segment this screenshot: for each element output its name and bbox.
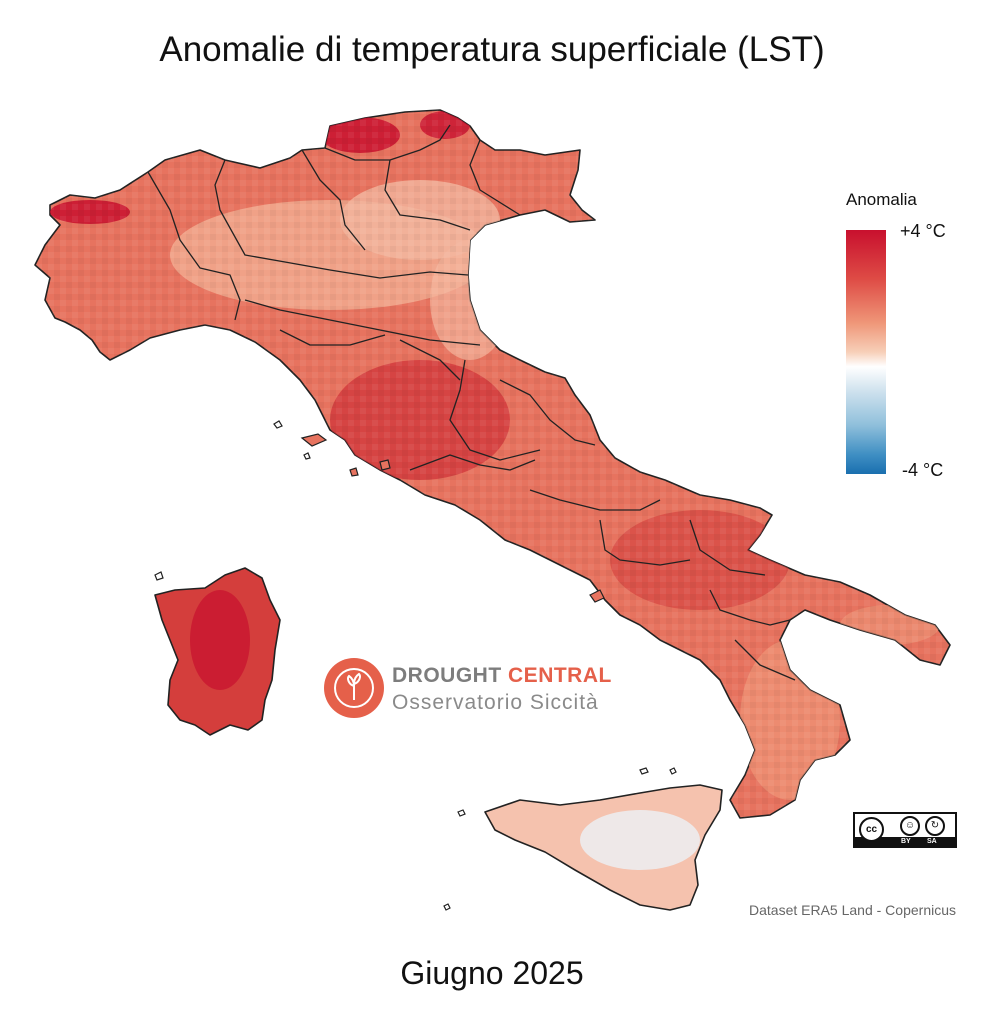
logo-emblem-ring bbox=[334, 668, 374, 708]
sa-icon: ↻ bbox=[925, 816, 945, 836]
map-subtitle: Giugno 2025 bbox=[400, 955, 584, 991]
cc-by-sa-badge: cc ☺ ↻ BY SA bbox=[853, 812, 957, 848]
by-icon: ☺ bbox=[900, 816, 920, 836]
island-outlines bbox=[154, 420, 677, 911]
sa-label: SA bbox=[927, 838, 937, 845]
legend-color-bar bbox=[846, 230, 886, 474]
sardinia-hot-core bbox=[190, 590, 250, 690]
logo-tagline: Osservatorio Siccità bbox=[392, 691, 599, 714]
drought-central-logo: DROUGHT CENTRAL Osservatorio Siccità bbox=[324, 658, 644, 722]
logo-emblem-icon bbox=[324, 658, 384, 718]
small-islands bbox=[300, 433, 605, 603]
region-borders bbox=[147, 124, 796, 681]
map-title: Anomalie di temperatura superficiale (LS… bbox=[159, 30, 825, 69]
legend-title: Anomalia bbox=[846, 190, 917, 209]
legend-max-label: +4 °C bbox=[900, 221, 946, 241]
by-label: BY bbox=[901, 838, 911, 845]
logo-sprout-icon bbox=[347, 672, 361, 700]
color-legend: Anomalia +4 °C -4 °C bbox=[842, 188, 962, 488]
badge-strip bbox=[855, 837, 955, 846]
logo-word-drought: DROUGHT bbox=[392, 664, 502, 687]
cc-icon: cc bbox=[859, 817, 884, 842]
data-credit: Dataset ERA5 Land - Copernicus bbox=[749, 902, 956, 918]
legend-min-label: -4 °C bbox=[902, 460, 944, 480]
sicily-cool-core bbox=[580, 810, 700, 870]
logo-word-central: CENTRAL bbox=[508, 664, 612, 687]
logo-wordmark: DROUGHT CENTRAL bbox=[392, 664, 612, 688]
